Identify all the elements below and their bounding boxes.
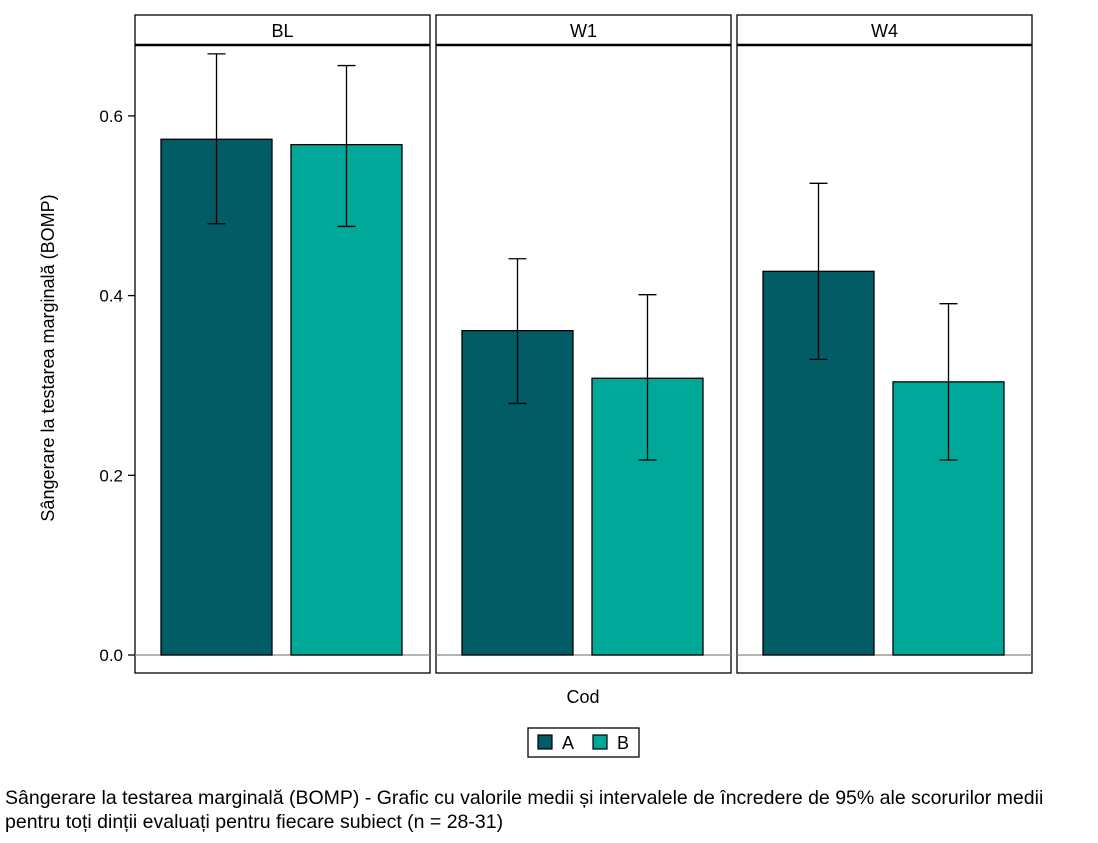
legend-label-A: A [562, 733, 574, 753]
y-tick-label: 0.6 [99, 107, 123, 126]
legend-swatch-A [537, 734, 553, 750]
legend-label-B: B [617, 733, 629, 753]
y-tick-label: 0.2 [99, 466, 123, 485]
facet-label: BL [271, 21, 293, 41]
y-tick-label: 0.4 [99, 287, 123, 306]
y-tick-label: 0.0 [99, 646, 123, 665]
legend-swatch-B [592, 734, 608, 750]
bar-B-W1 [591, 377, 704, 656]
x-axis-label: Cod [566, 687, 599, 707]
legend-box [527, 727, 640, 758]
y-axis-label: Sângerare la testarea marginală (BOMP) [38, 194, 58, 521]
faceted-bar-chart: BL W1 W4 0.0 0.2 0.4 0.6 Sângerare la testarea … [38, 14, 1033, 758]
facet-label: W4 [871, 21, 898, 41]
facet-label: W1 [570, 21, 597, 41]
figure-caption: Sângerare la testarea marginală (BOMP) -… [5, 787, 1044, 833]
